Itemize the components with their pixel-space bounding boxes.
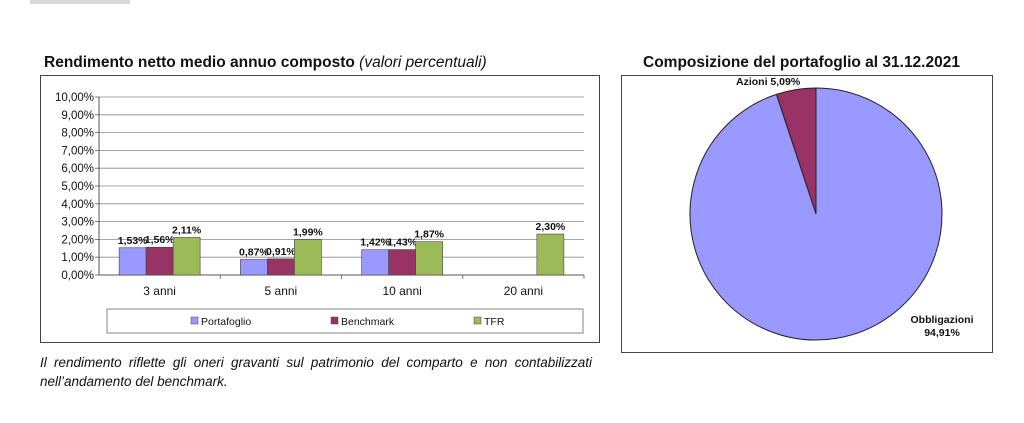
bar-value-label: 1,53% [118,235,148,247]
bar-chart-frame: 0,00% 1,00% 2,00% 3,00% 4,00% 5,00% 6,00% 7,00%… [40,75,600,343]
y-tick-label: 2,00% [61,234,94,246]
y-tick-label: 3,00% [61,217,94,229]
y-tick-label: 1,00% [61,252,94,264]
bar-tfr [294,239,322,276]
y-tick-label: 9,00% [61,110,94,122]
pie-slice-obbligazioni [689,87,943,341]
bar-value-label: 2,11% [172,224,202,236]
x-tick-label: 3 anni [143,284,176,298]
bar-value-label: 1,42% [360,237,390,249]
y-tick-label: 5,00% [61,181,94,193]
y-tick-label: 7,00% [61,145,94,157]
pie-chart-frame: Azioni 5,09% Obbligazioni 94,91% [621,75,993,353]
y-tick-label: 6,00% [61,163,94,175]
y-tick-label: 10,00% [55,92,94,104]
bar-portafoglio [118,247,147,276]
bar-portafoglio [240,259,268,276]
x-tick-label: 5 anni [265,284,298,298]
bar-tfr [536,233,565,276]
bar-benchmark [267,258,295,276]
bar-tfr [415,241,443,276]
legend-swatch-portafoglio [190,316,199,325]
bar-benchmark [388,249,416,276]
pie-label-azioni: Azioni 5,09% [736,76,801,88]
pie-label-obbligazioni: Obbligazioni [911,314,974,326]
pie-value-obbligazioni: 94,91% [924,327,960,339]
bar-chart: 0,00% 1,00% 2,00% 3,00% 4,00% 5,00% 6,00% 7,00%… [55,92,585,334]
bar-value-label: 0,91% [266,246,296,258]
bar-portafoglio [361,249,389,276]
legend-label-portafoglio: Portafoglio [201,316,251,328]
x-tick-label: 10 anni [382,284,421,298]
legend: Portafoglio Benchmark TFR [106,308,584,334]
bar-value-label: 2,30% [535,221,565,233]
y-tick-label: 8,00% [61,128,94,140]
bar-value-label: 1,87% [414,229,444,241]
bar-value-label: 0,87% [239,247,269,259]
bar-value-label: 1,43% [387,237,417,249]
bar-chart-title: Rendimento netto medio annuo composto (v… [44,54,487,71]
legend-label-tfr: TFR [484,316,505,328]
footnote: Il rendimento riflette gli oneri gravant… [40,355,592,389]
legend-box [106,308,584,334]
bar-benchmark [145,246,174,276]
y-tick-label: 4,00% [61,199,94,211]
pie-chart-title: Composizione del portafoglio al 31.12.20… [643,54,960,71]
y-tick-label: 0,00% [61,270,94,282]
x-tick-label: 20 anni [504,284,543,298]
top-decoration [30,0,130,4]
bar-value-label: 1,99% [293,227,323,239]
bar-tfr [172,237,201,276]
bar-chart-subtitle: (valori percentuali) [359,54,487,71]
legend-label-benchmark: Benchmark [341,316,395,328]
legend-swatch-tfr [473,316,482,325]
bar-value-label: 1,56% [145,234,175,246]
legend-swatch-benchmark [330,316,339,325]
